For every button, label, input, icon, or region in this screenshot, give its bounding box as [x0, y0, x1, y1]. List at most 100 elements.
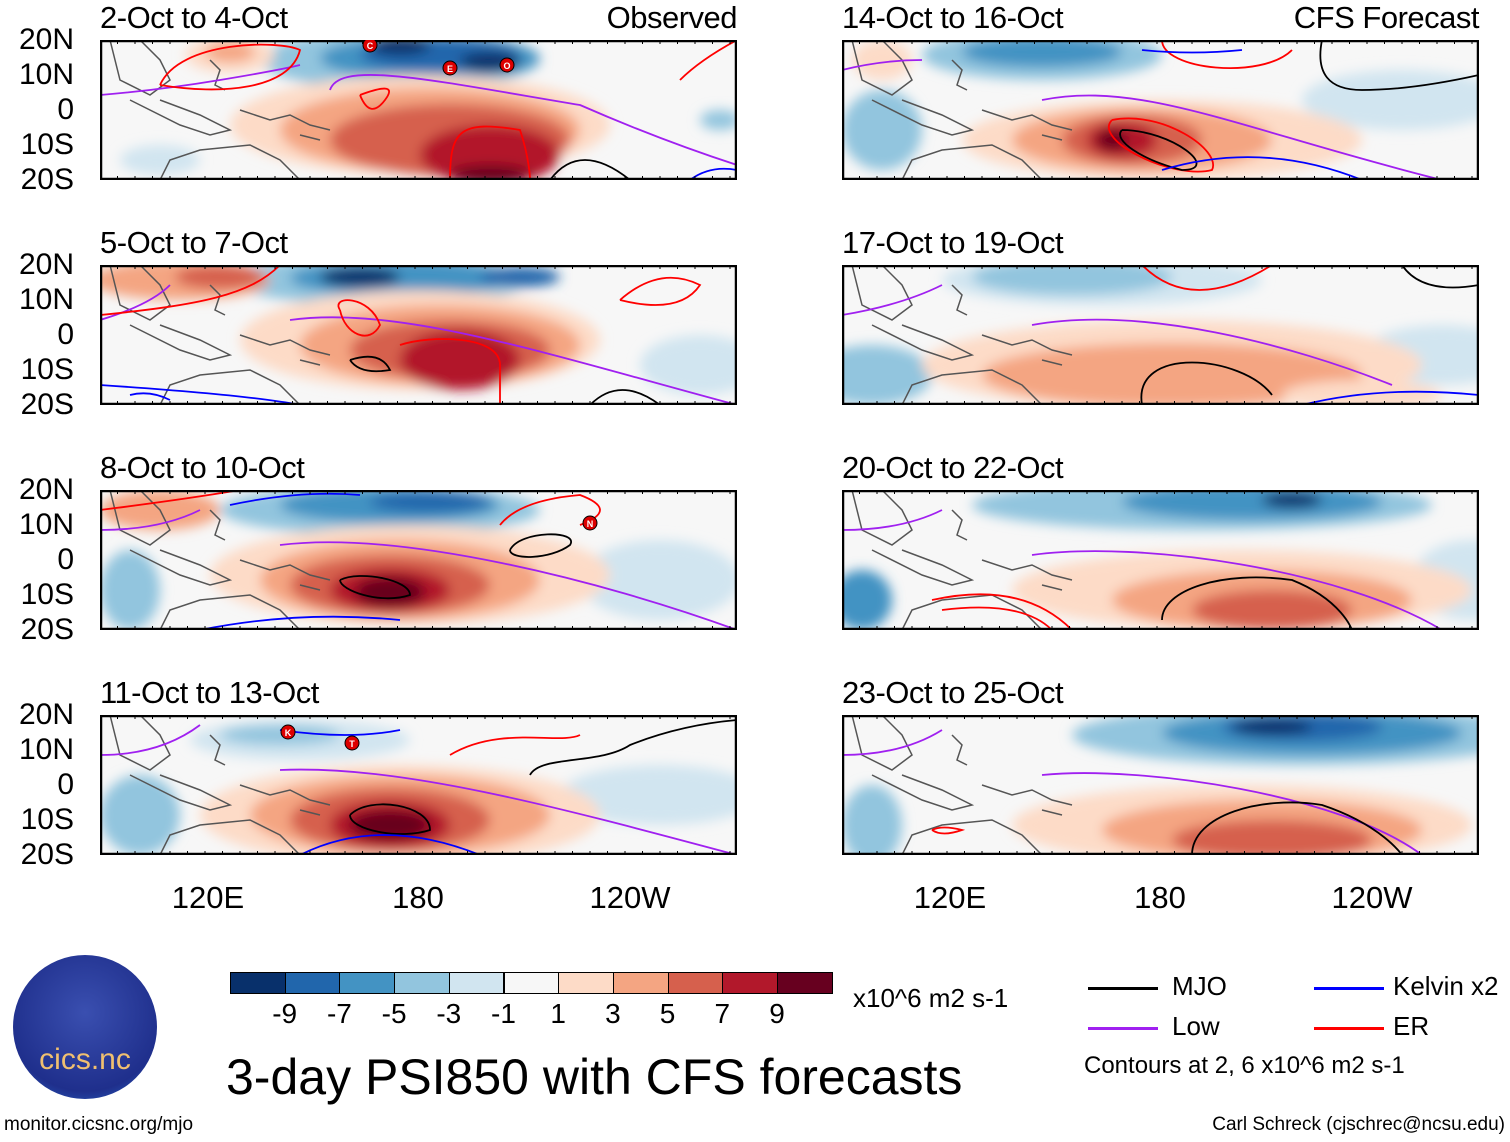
wave-contour	[1141, 265, 1273, 291]
wave-contour	[1108, 117, 1214, 173]
latitude-label: 10N	[18, 283, 74, 316]
anomaly-shading	[1232, 719, 1312, 735]
legend-line	[1088, 1027, 1158, 1030]
colorbar-swatch	[777, 972, 833, 994]
footer-right: Carl Schreck (cjschrec@ncsu.edu)	[1212, 1114, 1505, 1135]
wave-contour	[1301, 390, 1479, 405]
legend-label: ER	[1393, 1011, 1430, 1041]
map-panel	[841, 489, 1480, 631]
colorbar-swatch	[394, 972, 450, 994]
panel-title: 8-Oct to 10-Oct	[100, 450, 305, 485]
cyclone-label: K	[285, 728, 292, 738]
wave-contour	[449, 125, 531, 180]
wave-contour	[100, 265, 281, 316]
legend-line	[1314, 987, 1384, 990]
panel-title: 11-Oct to 13-Oct	[100, 675, 319, 710]
wave-contour	[339, 575, 411, 600]
latitude-label: 10N	[18, 733, 74, 766]
wave-contour	[1401, 265, 1479, 289]
anomaly-shading	[962, 40, 1122, 67]
wave-contour	[589, 389, 661, 405]
figure-title: 3-day PSI850 with CFS forecasts	[226, 1049, 963, 1105]
anomaly-shading	[480, 267, 560, 287]
latitude-label: 10S	[20, 353, 74, 386]
anomaly-shading	[100, 775, 180, 855]
legend-label: Kelvin x2	[1393, 971, 1499, 1001]
wave-contour	[842, 729, 943, 756]
colorbar-swatch	[667, 972, 724, 994]
legend-line	[1314, 1027, 1384, 1030]
map-panel: N	[99, 489, 738, 631]
panel-title: 14-Oct to 16-Oct	[842, 0, 1064, 35]
colorbar-tick-label: -7	[326, 998, 352, 1029]
latitude-label: 20N	[18, 698, 74, 731]
latitude-label: 10N	[18, 58, 74, 91]
longitude-label: 120E	[913, 880, 987, 915]
map-panel	[841, 714, 1480, 856]
anomaly-shading	[450, 165, 530, 180]
anomaly-shading	[580, 540, 737, 620]
wave-contour	[299, 834, 481, 855]
tropical-cyclone-icon: K	[280, 724, 296, 740]
panel-frame	[841, 39, 1480, 181]
tropical-cyclone-icon: C	[362, 37, 378, 53]
anomaly-shading	[972, 265, 1172, 295]
latitude-label: 20S	[20, 838, 74, 871]
colorbar-tick-label: -1	[491, 998, 516, 1029]
anomaly-shading	[700, 110, 737, 130]
panel-title: 20-Oct to 22-Oct	[842, 450, 1064, 485]
anomaly-shading	[842, 570, 892, 630]
panel-frame	[99, 264, 738, 406]
tropical-cyclone-icon: E	[442, 60, 458, 76]
colorbar-tick-label: -9	[272, 998, 298, 1029]
logo-text: cics.nc	[39, 1043, 131, 1076]
colorbar-swatch	[448, 972, 505, 994]
wave-contour	[1140, 361, 1273, 405]
wave-contour	[1031, 318, 1393, 386]
latitude-label: 10N	[18, 508, 74, 541]
wave-contour	[509, 533, 572, 558]
coastline	[109, 490, 331, 630]
anomaly-shading	[205, 42, 255, 62]
panel-frame	[841, 489, 1480, 631]
colorbar-tick-label: 9	[769, 998, 785, 1029]
colorbar-tick-label: 3	[605, 998, 621, 1029]
colorbar-swatch	[722, 972, 778, 994]
anomaly-shading	[175, 265, 265, 289]
panel-title: 2-Oct to 4-Oct	[100, 0, 288, 35]
anomaly-shading	[640, 335, 737, 395]
colorbar-swatch	[230, 972, 286, 994]
colorbar-tick-label: 1	[550, 998, 566, 1029]
colorbar-swatch	[339, 972, 396, 994]
wave-contour	[100, 284, 171, 321]
tropical-cyclone-icon: N	[582, 515, 598, 531]
wave-contour	[449, 734, 581, 756]
colorbar-tick-label: 5	[659, 998, 676, 1029]
anomaly-shading	[355, 577, 425, 607]
map-panel	[99, 264, 738, 406]
wave-contour	[931, 826, 966, 835]
anomaly-shading	[350, 810, 430, 840]
wave-contour	[279, 768, 737, 855]
wave-contour	[842, 509, 943, 531]
coastline	[851, 40, 1073, 180]
colorbar-units: x10^6 m2 s-1	[853, 983, 1009, 1013]
wave-contour	[129, 392, 171, 401]
legend-label: MJO	[1172, 971, 1227, 1001]
wave-contour	[1119, 129, 1198, 171]
anomaly-shading	[370, 492, 490, 512]
wave-contour	[619, 276, 702, 306]
latitude-label: 0	[57, 93, 74, 126]
wave-contour	[359, 87, 390, 110]
wave-contour	[337, 299, 381, 337]
wave-contour	[1161, 576, 1353, 630]
latitude-label: 10S	[20, 128, 74, 161]
anomaly-shading	[100, 550, 160, 630]
longitude-label: 120W	[1331, 880, 1413, 915]
coastline	[851, 265, 1073, 405]
wave-contour	[399, 338, 501, 405]
panel-source-label: Observed	[606, 0, 738, 35]
wave-contour	[279, 541, 737, 630]
